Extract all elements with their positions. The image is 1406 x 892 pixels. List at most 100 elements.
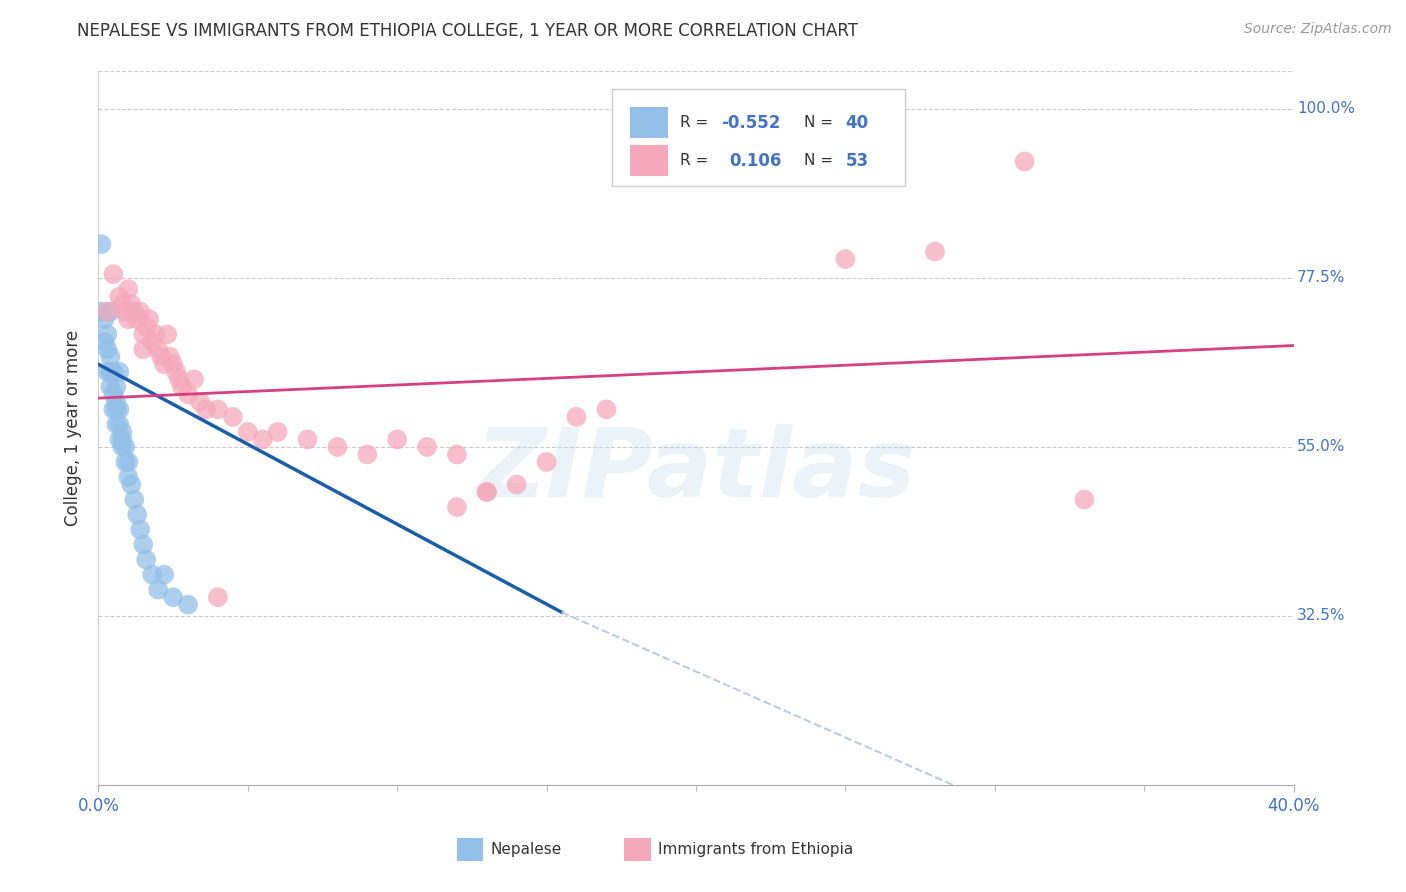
Point: [120, 477, 142, 491]
Point: [108, 402, 131, 417]
Point: [105, 402, 128, 417]
Text: 40: 40: [845, 114, 869, 132]
Point: [536, 455, 558, 469]
Bar: [457, 838, 484, 861]
Point: [167, 372, 190, 386]
Point: [356, 447, 378, 461]
Point: [96, 343, 118, 357]
Bar: [624, 838, 651, 861]
Point: [108, 433, 131, 447]
Point: [105, 417, 128, 432]
Point: [108, 365, 131, 379]
Point: [446, 447, 468, 461]
Point: [114, 455, 136, 469]
Point: [162, 590, 184, 604]
Point: [135, 552, 157, 566]
Point: [114, 304, 136, 318]
Point: [114, 440, 136, 454]
Text: 77.5%: 77.5%: [1298, 270, 1346, 285]
Text: ZIPatlas: ZIPatlas: [475, 425, 917, 517]
Point: [117, 470, 139, 484]
Point: [93, 334, 115, 349]
Point: [177, 387, 200, 401]
Point: [207, 402, 229, 417]
Point: [416, 440, 439, 454]
Point: [565, 409, 588, 424]
Point: [153, 357, 176, 371]
Point: [129, 304, 152, 318]
Point: [127, 312, 149, 326]
Point: [111, 425, 134, 439]
Point: [90, 237, 112, 252]
Text: Nepalese: Nepalese: [491, 842, 561, 856]
Text: R =: R =: [681, 153, 714, 168]
Point: [595, 402, 617, 417]
Point: [103, 387, 125, 401]
Text: 53: 53: [845, 152, 869, 169]
Point: [105, 395, 128, 409]
FancyBboxPatch shape: [613, 89, 905, 186]
Text: -0.552: -0.552: [721, 114, 780, 132]
Point: [267, 425, 290, 439]
Point: [127, 508, 149, 522]
Point: [129, 523, 152, 537]
Bar: [630, 107, 668, 138]
Text: 55.0%: 55.0%: [1298, 440, 1346, 454]
Point: [96, 365, 118, 379]
Point: [475, 485, 498, 500]
Point: [222, 409, 245, 424]
Bar: [630, 145, 668, 177]
Text: 32.5%: 32.5%: [1298, 608, 1346, 624]
Point: [135, 319, 157, 334]
Point: [124, 492, 146, 507]
Point: [111, 440, 134, 454]
Point: [132, 538, 155, 552]
Point: [207, 590, 229, 604]
Point: [111, 433, 134, 447]
Point: [138, 312, 160, 326]
Point: [159, 350, 181, 364]
Text: NEPALESE VS IMMIGRANTS FROM ETHIOPIA COLLEGE, 1 YEAR OR MORE CORRELATION CHART: NEPALESE VS IMMIGRANTS FROM ETHIOPIA COL…: [77, 22, 858, 40]
Text: 100.0%: 100.0%: [1298, 102, 1355, 117]
Point: [1073, 492, 1095, 507]
Text: N =: N =: [804, 115, 838, 130]
Text: N =: N =: [804, 153, 838, 168]
Point: [143, 327, 166, 342]
Point: [108, 417, 131, 432]
Point: [141, 334, 163, 349]
Point: [177, 598, 200, 612]
Point: [90, 304, 112, 318]
Point: [98, 350, 122, 364]
Text: Source: ZipAtlas.com: Source: ZipAtlas.com: [1244, 22, 1392, 37]
Point: [924, 244, 946, 259]
Point: [385, 433, 409, 447]
Point: [446, 500, 468, 514]
Point: [252, 433, 274, 447]
Point: [120, 297, 142, 311]
Point: [117, 282, 139, 296]
Point: [153, 567, 176, 582]
Point: [117, 455, 139, 469]
Y-axis label: College, 1 year or more: College, 1 year or more: [65, 330, 83, 526]
Point: [475, 485, 498, 500]
Point: [326, 440, 349, 454]
Point: [96, 304, 118, 318]
Point: [183, 372, 205, 386]
Point: [98, 365, 122, 379]
Point: [1014, 154, 1036, 169]
Point: [103, 365, 125, 379]
Point: [148, 582, 170, 597]
Point: [236, 425, 259, 439]
Point: [132, 327, 155, 342]
Point: [108, 290, 131, 304]
Point: [297, 433, 319, 447]
Point: [98, 380, 122, 394]
Point: [172, 380, 194, 394]
Text: R =: R =: [681, 115, 714, 130]
Point: [195, 402, 218, 417]
Text: 0.106: 0.106: [730, 152, 782, 169]
Point: [188, 395, 211, 409]
Point: [506, 477, 529, 491]
Point: [105, 380, 128, 394]
Point: [132, 343, 155, 357]
